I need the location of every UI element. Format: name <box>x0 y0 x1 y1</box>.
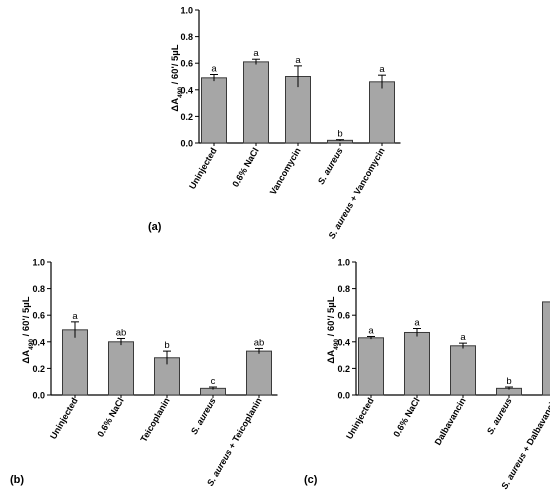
y-axis-label-2: ΔA490 / 60'/ 5µL <box>326 296 340 363</box>
x-tick-label-2-2: Dalbavancin <box>433 396 468 447</box>
panel-label-b: (b) <box>10 474 25 486</box>
significance-letter-2-2: a <box>460 332 466 343</box>
bar-0-0 <box>201 77 227 144</box>
bar-2-1 <box>404 331 430 396</box>
y-tick-label-2-4: 0.8 <box>337 284 350 294</box>
bar-2-0 <box>358 337 384 396</box>
significance-letter-1-3: c <box>211 376 216 387</box>
significance-letter-2-1: a <box>414 318 420 329</box>
x-tick-label-1-0: Uninjected <box>48 396 80 441</box>
y-tick-label-1-2: 0.4 <box>32 337 45 347</box>
bar-0-1 <box>243 61 269 144</box>
y-tick-label-2-5: 1.0 <box>337 258 350 268</box>
significance-letter-0-2: a <box>295 55 301 66</box>
panel-label-a: (a) <box>148 221 162 233</box>
significance-letter-0-0: a <box>211 64 217 75</box>
bar-1-4 <box>246 350 272 396</box>
x-tick-label-0-2: Vancomycin <box>268 146 303 196</box>
y-tick-label-0-5: 1.0 <box>180 6 193 16</box>
significance-letter-0-4: a <box>379 64 385 75</box>
y-tick-label-0-2: 0.4 <box>180 85 193 95</box>
y-tick-label-2-3: 0.6 <box>337 311 350 321</box>
x-tick-label-1-3: S. aureus <box>189 396 218 436</box>
x-tick-label-2-1: 0.6% NaCl <box>391 396 421 439</box>
x-tick-label-0-1: 0.6% NaCl <box>230 146 260 189</box>
significance-letter-1-4: ab <box>254 337 265 348</box>
y-tick-label-1-5: 1.0 <box>32 258 45 268</box>
y-tick-label-0-4: 0.8 <box>180 32 193 42</box>
y-axis-label-1: ΔA490 / 60'/ 5µL <box>21 296 35 363</box>
y-tick-label-0-1: 0.2 <box>180 112 193 122</box>
bar-0-4 <box>369 81 395 144</box>
significance-letter-0-1: a <box>253 48 259 59</box>
significance-letter-2-0: a <box>368 325 374 336</box>
x-tick-label-1-4: S. aureus + Teicoplanin <box>205 396 264 488</box>
x-tick-label-1-2: Teicoplanin <box>138 396 171 444</box>
significance-letter-1-1: ab <box>116 327 127 338</box>
significance-letter-0-3: b <box>337 129 342 140</box>
y-tick-label-2-2: 0.4 <box>337 337 350 347</box>
x-tick-label-2-0: Uninjected <box>344 396 376 441</box>
x-tick-label-0-0: Uninjected <box>187 146 219 191</box>
x-tick-label-0-3: S. aureus <box>316 146 345 186</box>
y-tick-label-1-4: 0.8 <box>32 284 45 294</box>
y-tick-label-0-3: 0.6 <box>180 59 193 69</box>
y-tick-label-2-0: 0.0 <box>337 391 350 401</box>
panel-label-c: (c) <box>304 474 318 486</box>
significance-letter-2-3: b <box>506 376 511 387</box>
bar-2-2 <box>450 345 476 396</box>
y-axis-label-0: ΔA490 / 60'/ 5µL <box>170 44 184 111</box>
significance-letter-1-0: a <box>72 311 78 322</box>
x-tick-label-2-3: S. aureus <box>485 396 514 436</box>
y-tick-label-1-0: 0.0 <box>32 391 45 401</box>
x-tick-label-1-1: 0.6% NaCl <box>95 396 125 439</box>
y-tick-label-2-1: 0.2 <box>337 364 350 374</box>
y-tick-label-1-1: 0.2 <box>32 364 45 374</box>
bar-1-1 <box>108 341 134 396</box>
bar-2-4 <box>542 301 550 396</box>
bar-1-0 <box>62 329 88 396</box>
significance-letter-1-2: b <box>164 340 169 351</box>
y-tick-label-0-0: 0.0 <box>180 139 193 149</box>
y-tick-label-1-3: 0.6 <box>32 311 45 321</box>
